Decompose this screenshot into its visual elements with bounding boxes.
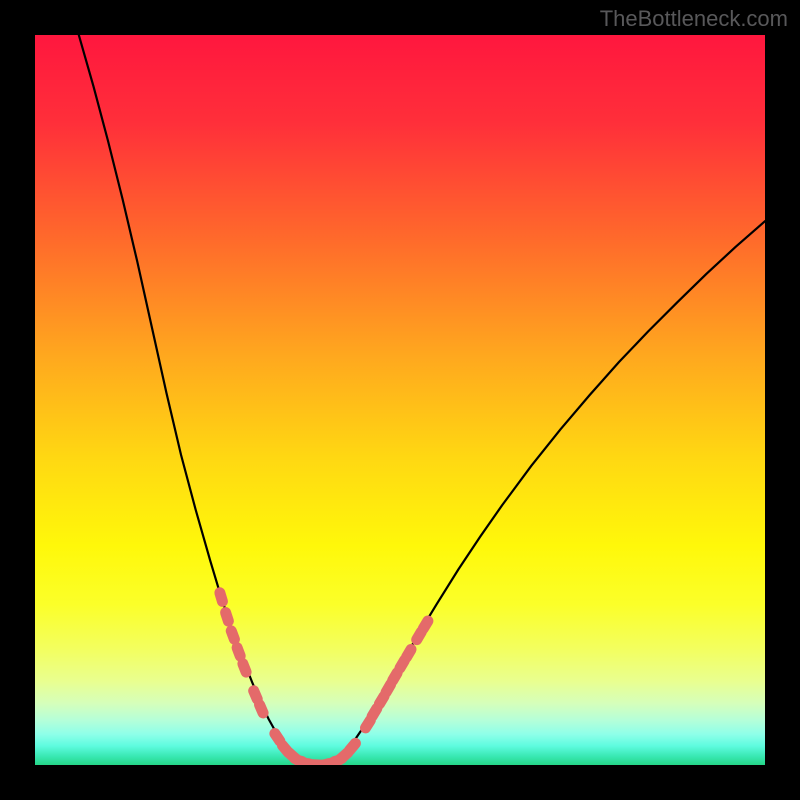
plot-svg	[35, 35, 765, 765]
chart-frame: TheBottleneck.com	[0, 0, 800, 800]
plot-area	[35, 35, 765, 765]
gradient-background	[35, 35, 765, 765]
watermark-text: TheBottleneck.com	[600, 6, 788, 32]
